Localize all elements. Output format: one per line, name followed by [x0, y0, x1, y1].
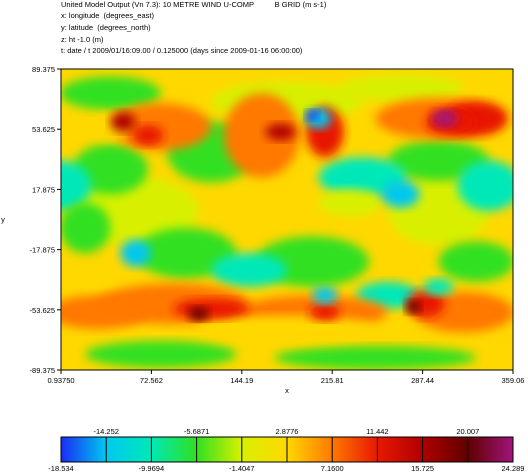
y-axis: 89.375 53.625 17.875 -17.875 -53.625 -89.375: [30, 65, 61, 375]
colorbar-label-bottom: -18.534: [48, 464, 73, 473]
y-tick-label: 89.375: [32, 65, 55, 74]
x-tick-label: 359.06: [502, 376, 525, 385]
x-tick-label: 287.44: [411, 376, 434, 385]
y-tick-label: -89.375: [30, 366, 55, 375]
header-x-info: x: longitude (degrees_east): [61, 11, 154, 20]
heat-blob: [135, 227, 237, 279]
heat-blob: [309, 303, 341, 321]
heat-blob: [61, 160, 92, 212]
heat-blob: [432, 110, 458, 127]
header-z-info: z: ht -1.0 (m): [61, 35, 104, 44]
heat-blob: [423, 278, 454, 296]
heat-blob: [173, 298, 250, 319]
heat-blob: [438, 241, 513, 282]
heat-blob: [312, 286, 338, 304]
heatmap-field: [61, 69, 513, 370]
heat-blob: [457, 160, 513, 212]
colorbar-label-bottom: -9.9694: [139, 464, 164, 473]
y-tick-label: -17.875: [30, 246, 55, 255]
heat-blob: [223, 93, 300, 178]
x-axis-label: x: [285, 386, 289, 395]
heat-blob: [85, 340, 237, 368]
colorbar-label-bottom: 7.1600: [321, 464, 344, 473]
x-tick-label: 72.562: [140, 376, 163, 385]
heat-blob: [265, 123, 296, 141]
colorbar-label-bottom: -1.4047: [229, 464, 254, 473]
heat-blob: [381, 180, 420, 208]
plot-frame: [60, 68, 514, 371]
colorbar-label-top: -5.6871: [184, 427, 209, 436]
heat-blob: [72, 143, 149, 195]
heat-blob: [61, 295, 149, 329]
heat-blob: [120, 239, 151, 267]
heat-blob: [305, 110, 319, 121]
colorbar-label-top: 20.007: [456, 427, 479, 436]
colorbar-label-bottom: 15.725: [411, 464, 434, 473]
header-title: United Model Output (Vn 7.3): 10 METRE W…: [61, 0, 327, 9]
y-tick-label: -53.625: [30, 306, 55, 315]
header-y-info: y: latitude (degrees_north): [61, 23, 151, 32]
heat-blob: [387, 140, 489, 181]
heat-blob: [198, 315, 376, 343]
heat-blob: [188, 307, 209, 321]
heat-blob: [211, 253, 288, 287]
x-tick-label: 215.81: [321, 376, 344, 385]
y-tick-label: 17.875: [32, 185, 55, 194]
heat-blob: [274, 345, 477, 370]
x-tick-label: 144.19: [230, 376, 253, 385]
y-axis-label: y: [1, 215, 5, 224]
heat-blob: [110, 111, 136, 132]
colorbar-label-top: 2.8776: [276, 427, 299, 436]
heat-blob: [61, 76, 161, 111]
heat-blob: [61, 202, 111, 254]
heat-blob: [318, 189, 382, 217]
y-tick-label: 53.625: [32, 125, 55, 134]
colorbar-label-top: -14.252: [93, 427, 118, 436]
colorbar-label-bottom: 24.289: [502, 464, 525, 473]
heat-blob: [133, 125, 164, 146]
heat-blob: [337, 74, 464, 102]
x-axis: 0.93750 72.562 144.19 215.81 287.44 359.06: [47, 370, 524, 385]
x-tick-label: 0.93750: [47, 376, 74, 385]
colorbar-label-top: 11.442: [366, 427, 388, 436]
colorbar: -14.252 -5.6871 2.8776 11.442 20.007 -18.534 -…: [48, 427, 524, 473]
heat-blob: [405, 300, 421, 314]
header-t-info: t: date / t 2009/01/16:09.00 / 0.125000 …: [61, 46, 303, 55]
